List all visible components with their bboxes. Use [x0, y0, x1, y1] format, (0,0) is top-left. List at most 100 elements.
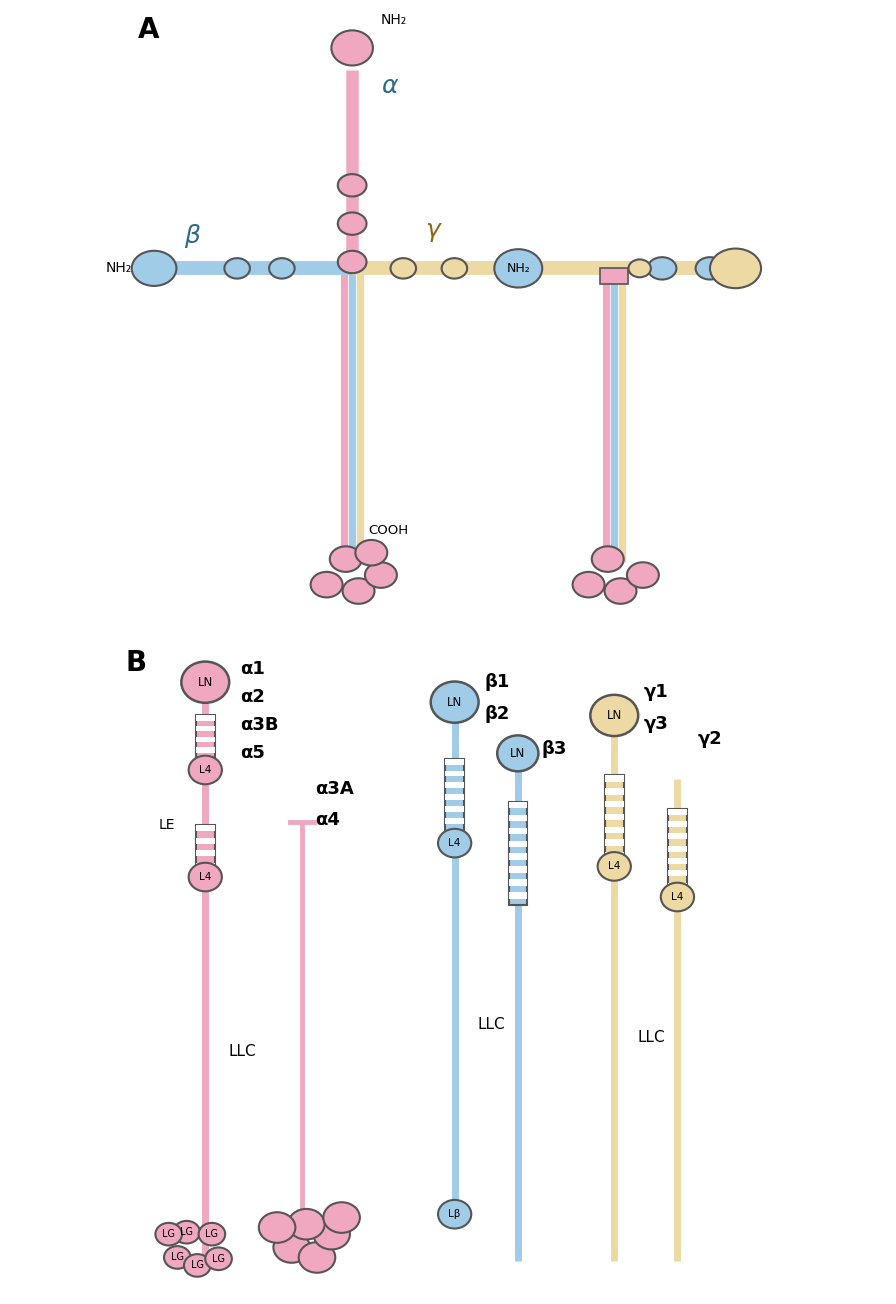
Text: β: β [185, 224, 201, 249]
Bar [445, 829, 464, 836]
Ellipse shape [298, 1243, 335, 1273]
Text: γ1: γ1 [644, 683, 669, 702]
Text: LG: LG [212, 1253, 225, 1264]
Text: NH₂: NH₂ [506, 262, 530, 275]
Text: LN: LN [198, 675, 213, 689]
Bar [605, 853, 624, 858]
Ellipse shape [431, 682, 478, 722]
Bar [509, 828, 527, 835]
Bar [196, 747, 214, 752]
Ellipse shape [497, 735, 538, 771]
Bar [605, 801, 624, 807]
Ellipse shape [332, 30, 373, 65]
Ellipse shape [199, 1223, 225, 1245]
Bar [196, 716, 214, 721]
Ellipse shape [132, 250, 177, 286]
Ellipse shape [189, 756, 222, 784]
Bar [196, 726, 214, 732]
Ellipse shape [259, 1213, 296, 1243]
Text: LG: LG [171, 1252, 184, 1262]
Ellipse shape [710, 249, 761, 288]
Text: γ2: γ2 [697, 730, 722, 747]
Bar [605, 788, 624, 794]
Text: LG: LG [180, 1227, 194, 1237]
Text: LG: LG [191, 1261, 203, 1270]
Text: α4: α4 [315, 811, 340, 829]
Ellipse shape [189, 863, 222, 892]
Bar [445, 759, 464, 842]
Text: Lβ: Lβ [449, 1209, 461, 1219]
Bar [445, 782, 464, 789]
Ellipse shape [590, 695, 638, 735]
Ellipse shape [438, 1200, 471, 1228]
Text: NH₂: NH₂ [381, 13, 407, 27]
Ellipse shape [695, 257, 724, 279]
Ellipse shape [598, 852, 631, 880]
Bar [509, 815, 527, 822]
Bar [668, 822, 686, 827]
Bar [445, 771, 464, 776]
Bar [668, 845, 686, 852]
Ellipse shape [323, 1202, 360, 1232]
Text: LN: LN [447, 695, 462, 708]
Bar [605, 840, 624, 846]
Text: L4: L4 [449, 838, 461, 848]
Bar [605, 776, 624, 781]
Bar [445, 806, 464, 812]
Ellipse shape [205, 1248, 232, 1270]
Bar [445, 818, 464, 824]
Ellipse shape [365, 562, 397, 588]
Text: α3A: α3A [315, 780, 354, 798]
Text: β2: β2 [485, 705, 510, 724]
Text: γ3: γ3 [644, 715, 669, 733]
Ellipse shape [164, 1247, 191, 1269]
Ellipse shape [648, 257, 676, 279]
Text: β3: β3 [541, 739, 566, 758]
Ellipse shape [661, 883, 694, 911]
Bar [605, 776, 624, 865]
Ellipse shape [627, 562, 659, 588]
Text: LG: LG [162, 1230, 176, 1239]
Text: A: A [138, 16, 159, 44]
Bar [605, 814, 624, 820]
Bar [668, 870, 686, 876]
Bar [509, 892, 527, 898]
Ellipse shape [605, 578, 636, 604]
Bar [600, 269, 628, 284]
Text: LN: LN [607, 709, 622, 722]
Bar [196, 837, 214, 844]
Ellipse shape [442, 258, 467, 279]
Text: LG: LG [205, 1230, 219, 1239]
Text: α: α [381, 74, 398, 98]
Ellipse shape [311, 572, 342, 597]
Text: LLC: LLC [228, 1043, 256, 1059]
Text: NH₂: NH₂ [106, 261, 132, 275]
Ellipse shape [338, 175, 366, 197]
Bar [196, 716, 214, 768]
Text: LLC: LLC [638, 1030, 665, 1046]
Bar [509, 802, 527, 905]
Ellipse shape [495, 249, 542, 288]
Bar [509, 879, 527, 885]
Text: γ: γ [426, 218, 441, 243]
Bar [509, 853, 527, 859]
Text: L4: L4 [608, 862, 620, 871]
Bar [445, 759, 464, 764]
Ellipse shape [342, 578, 375, 604]
Text: LE: LE [159, 818, 176, 832]
Bar [196, 862, 214, 868]
Text: L4: L4 [199, 872, 211, 882]
Text: α1: α1 [240, 660, 264, 678]
Text: L4: L4 [199, 765, 211, 775]
Bar [196, 758, 214, 763]
Text: L4: L4 [671, 892, 684, 902]
Bar [605, 827, 624, 833]
Text: β1: β1 [485, 673, 510, 691]
Ellipse shape [155, 1223, 182, 1245]
Bar [668, 858, 686, 865]
Ellipse shape [181, 661, 229, 703]
Bar [668, 808, 686, 895]
Ellipse shape [591, 546, 624, 572]
Ellipse shape [391, 258, 416, 279]
Ellipse shape [314, 1219, 350, 1249]
